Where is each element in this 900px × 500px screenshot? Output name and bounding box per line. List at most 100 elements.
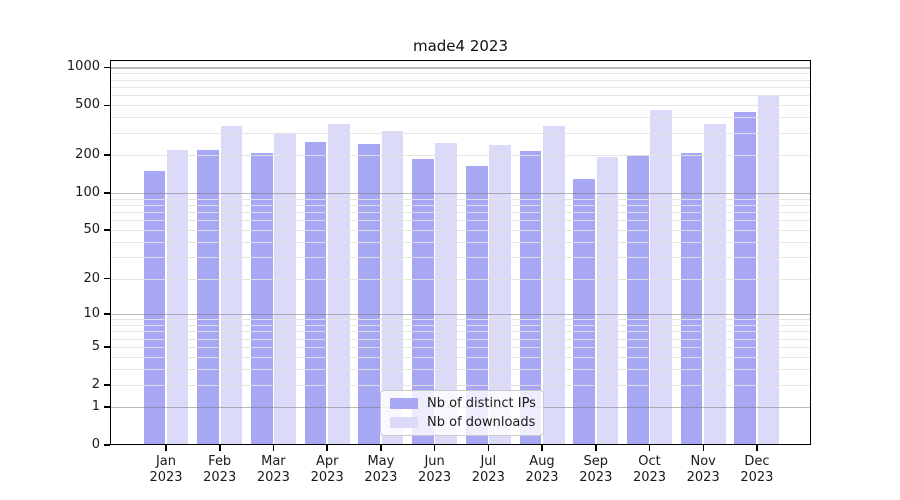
legend-swatch-downloads (390, 417, 418, 428)
x-tick-label-oct: Oct 2023 (618, 454, 682, 486)
x-label-year-sep: 2023 (579, 470, 613, 485)
bar-downloads-nov (704, 124, 726, 445)
x-label-year-may: 2023 (364, 470, 398, 485)
x-tick-may (380, 445, 382, 451)
x-tick-label-nov: Nov 2023 (671, 454, 735, 486)
x-label-month-sep: Sep (583, 454, 609, 469)
x-tick-label-jun: Jun 2023 (403, 454, 467, 486)
x-tick-label-mar: Mar 2023 (241, 454, 305, 486)
bar-downloads-oct (650, 110, 672, 445)
y-tick-label-1000: 1000 (66, 59, 100, 75)
x-label-year-jul: 2023 (471, 470, 505, 485)
x-label-month-aug: Aug (529, 454, 555, 469)
y-tick-label-200: 200 (75, 147, 100, 163)
bar-ips-sep (573, 179, 595, 445)
gridline-minor-700 (110, 86, 811, 88)
x-tick-label-sep: Sep 2023 (564, 454, 628, 486)
y-tick-500 (104, 104, 110, 106)
x-tick-label-aug: Aug 2023 (510, 454, 574, 486)
gridline-minor-600 (110, 95, 811, 97)
x-tick-oct (648, 445, 651, 451)
gridline-minor-20 (110, 278, 811, 280)
bar-ips-may (358, 143, 381, 445)
y-tick-10 (104, 313, 110, 315)
bar-downloads-aug (542, 126, 565, 445)
gridline-minor-5 (110, 347, 811, 349)
y-tick-label-5: 5 (91, 339, 100, 355)
bar-ips-nov (680, 152, 703, 445)
gridline-minor-6 (110, 338, 811, 340)
gridline-minor-900 (110, 73, 811, 75)
bar-ips-aug (519, 150, 542, 445)
y-tick-5 (104, 346, 110, 348)
y-tick-20 (104, 277, 110, 280)
y-tick-0 (104, 444, 110, 446)
x-tick-apr (326, 445, 328, 451)
gridline-minor-8 (110, 324, 811, 326)
x-label-month-dec: Dec (744, 454, 770, 469)
x-label-month-jul: Jul (480, 454, 497, 469)
legend-entry-ips: Nb of distinct IPs (390, 396, 536, 411)
bar-downloads-dec (757, 96, 780, 445)
x-label-month-feb: Feb (208, 454, 232, 469)
x-tick-label-jul: Jul 2023 (456, 454, 520, 486)
y-tick-label-100: 100 (75, 184, 100, 200)
x-label-year-feb: 2023 (203, 470, 237, 485)
y-tick-50 (104, 229, 110, 231)
x-label-year-oct: 2023 (632, 470, 667, 485)
bar-downloads-feb (220, 125, 243, 445)
x-tick-nov (702, 445, 704, 451)
x-label-month-jun: Jun (424, 454, 445, 469)
bar-ips-apr (304, 141, 327, 445)
bar-downloads-apr (327, 123, 350, 445)
gridline-minor-400 (110, 117, 811, 119)
x-label-year-apr: 2023 (310, 470, 344, 485)
legend-label-downloads: Nb of downloads (427, 415, 536, 430)
gridline-minor-3 (110, 369, 811, 371)
y-tick-200 (104, 154, 110, 156)
x-tick-label-apr: Apr 2023 (295, 454, 359, 486)
bar-downloads-jan (166, 150, 189, 445)
plot-area (110, 60, 811, 445)
y-tick-label-0: 0 (91, 437, 100, 452)
x-tick-label-jan: Jan 2023 (134, 454, 198, 486)
legend: Nb of distinct IPs Nb of downloads (380, 390, 544, 436)
gridline-minor-300 (110, 133, 811, 135)
x-label-month-nov: Nov (690, 454, 716, 469)
x-tick-jun (433, 445, 436, 451)
y-tick-100 (104, 192, 110, 194)
gridline-minor-500 (110, 105, 811, 107)
gridline-minor-90 (110, 198, 811, 200)
gridline-minor-9 (110, 319, 811, 321)
x-tick-label-dec: Dec 2023 (725, 454, 789, 486)
x-tick-dec (756, 445, 758, 451)
gridline-minor-50 (110, 230, 811, 232)
gridline-minor-30 (110, 257, 811, 259)
x-tick-jul (487, 445, 490, 451)
bar-ips-oct (626, 154, 649, 445)
x-label-year-mar: 2023 (256, 470, 290, 485)
x-label-year-jan: 2023 (149, 470, 183, 485)
y-tick-1 (104, 406, 110, 408)
x-label-year-aug: 2023 (525, 470, 559, 485)
y-tick-label-10: 10 (83, 306, 100, 321)
gridline-major-1000 (110, 67, 811, 69)
gridline-minor-60 (110, 220, 811, 222)
x-label-month-mar: Mar (261, 454, 286, 469)
legend-entry-downloads: Nb of downloads (390, 415, 536, 430)
chart-title: made4 2023 (412, 37, 509, 55)
gridline-minor-200 (110, 155, 811, 157)
x-label-month-jan: Jan (155, 454, 177, 469)
x-tick-jan (165, 445, 167, 451)
x-tick-label-may: May 2023 (349, 454, 413, 486)
x-tick-sep (595, 445, 597, 451)
bar-ips-mar (250, 152, 273, 445)
gridline-minor-2 (110, 385, 811, 386)
x-label-month-apr: Apr (315, 454, 339, 469)
y-tick-1000 (104, 66, 110, 69)
x-label-month-oct: Oct (638, 454, 661, 469)
x-tick-feb (219, 445, 221, 451)
x-label-month-may: May (367, 454, 395, 469)
legend-label-ips: Nb of distinct IPs (427, 396, 536, 411)
